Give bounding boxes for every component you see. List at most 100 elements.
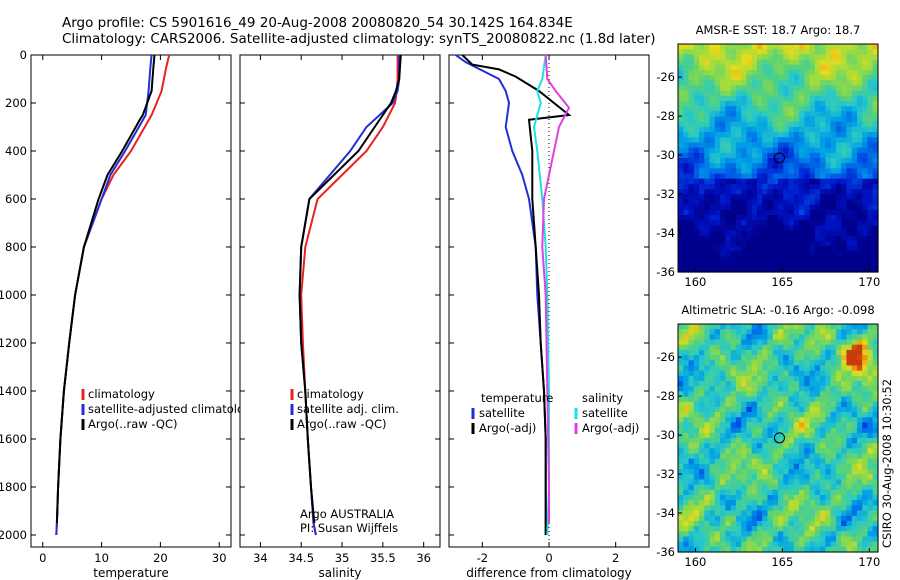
map-cell <box>725 386 732 392</box>
map-cell <box>767 121 774 128</box>
map-cell <box>725 95 732 102</box>
map-cell <box>688 163 695 169</box>
map-cell <box>799 121 805 128</box>
map-cell <box>746 541 753 548</box>
map-cell <box>867 520 874 527</box>
map-cell <box>709 432 716 439</box>
map-cell <box>814 536 821 543</box>
map-cell <box>688 489 695 496</box>
map-cell <box>856 152 863 159</box>
map-cell <box>756 541 763 548</box>
map-cell <box>688 220 695 226</box>
map-cell <box>693 183 700 190</box>
map-cell <box>835 106 842 112</box>
map-cell <box>841 546 848 553</box>
map-cell <box>835 90 842 97</box>
map-cell <box>772 261 779 268</box>
map-cell <box>788 526 795 532</box>
map-cell <box>709 396 716 403</box>
map-cell <box>767 401 774 408</box>
map-cell <box>788 448 795 455</box>
map-cell <box>856 173 863 180</box>
map-cell <box>809 225 816 232</box>
map-cell <box>841 126 848 133</box>
map-cell <box>872 80 879 87</box>
map-cell <box>814 463 821 470</box>
map-cell <box>767 152 774 159</box>
map-cell <box>699 515 705 522</box>
map-cell <box>778 215 784 221</box>
map-cell <box>841 484 848 491</box>
map-cell <box>767 147 774 154</box>
map-cell <box>730 469 737 475</box>
map-cell <box>856 432 863 439</box>
map-cell <box>751 417 758 424</box>
map-cell <box>825 515 832 522</box>
map-cell <box>793 215 800 221</box>
map-cell <box>741 406 748 413</box>
map-cell <box>730 334 737 341</box>
map-cell <box>678 401 684 408</box>
map-cell <box>778 54 784 61</box>
map-cell <box>778 500 784 506</box>
map-cell <box>699 158 705 164</box>
map-cell <box>804 230 811 237</box>
map-cell <box>804 178 811 185</box>
map-cell <box>804 520 811 527</box>
map-cell <box>830 334 837 341</box>
map-cell <box>809 386 816 392</box>
map-cell <box>872 235 879 242</box>
map-cell <box>841 256 848 263</box>
map-cell <box>735 344 742 351</box>
map-cell <box>835 360 842 367</box>
map-cell <box>788 132 795 138</box>
map-cell <box>830 173 837 180</box>
map-cell <box>725 251 732 258</box>
map-cell <box>688 95 695 102</box>
map-cell <box>725 531 732 538</box>
map-cell <box>762 344 769 351</box>
map-cell <box>704 370 711 377</box>
map-cell <box>683 427 690 434</box>
map-cell <box>793 375 800 382</box>
map-cell <box>720 235 726 242</box>
map-cell <box>809 448 816 455</box>
map-cell <box>778 69 784 76</box>
map-cell <box>693 251 700 258</box>
map-cell <box>704 531 711 538</box>
map-cell <box>772 75 779 81</box>
map-cell <box>841 220 848 226</box>
legend-heading-temperature: temperature <box>481 391 553 405</box>
map-cell <box>751 59 758 66</box>
map-cell <box>830 261 837 268</box>
map-cell <box>862 438 869 444</box>
map-cell <box>756 474 763 481</box>
x-tick-label: 35 <box>335 551 350 565</box>
y-tick-label: -26 <box>656 350 675 364</box>
map-cell <box>846 505 853 512</box>
map-cell <box>867 386 874 392</box>
map-cell <box>862 505 869 512</box>
map-cell <box>756 324 763 330</box>
map-cell <box>756 194 763 201</box>
map-cell <box>772 90 779 97</box>
map-cell <box>704 235 711 242</box>
map-cell <box>725 106 732 112</box>
map-cell <box>867 246 874 252</box>
map-cell <box>751 396 758 403</box>
map-cell <box>762 349 769 356</box>
map-cell <box>846 515 853 522</box>
map-cell <box>767 360 774 367</box>
map-cell <box>762 463 769 470</box>
map-cell <box>841 505 848 512</box>
map-cell <box>720 469 726 475</box>
map-cell <box>809 194 816 201</box>
map-cell <box>814 334 821 341</box>
map-cell <box>867 339 874 346</box>
map-cell <box>767 132 774 138</box>
map-cell <box>814 64 821 71</box>
map-cell <box>814 526 821 532</box>
map-cell <box>783 116 790 123</box>
map-cell <box>688 251 695 258</box>
map-cell <box>735 220 742 226</box>
